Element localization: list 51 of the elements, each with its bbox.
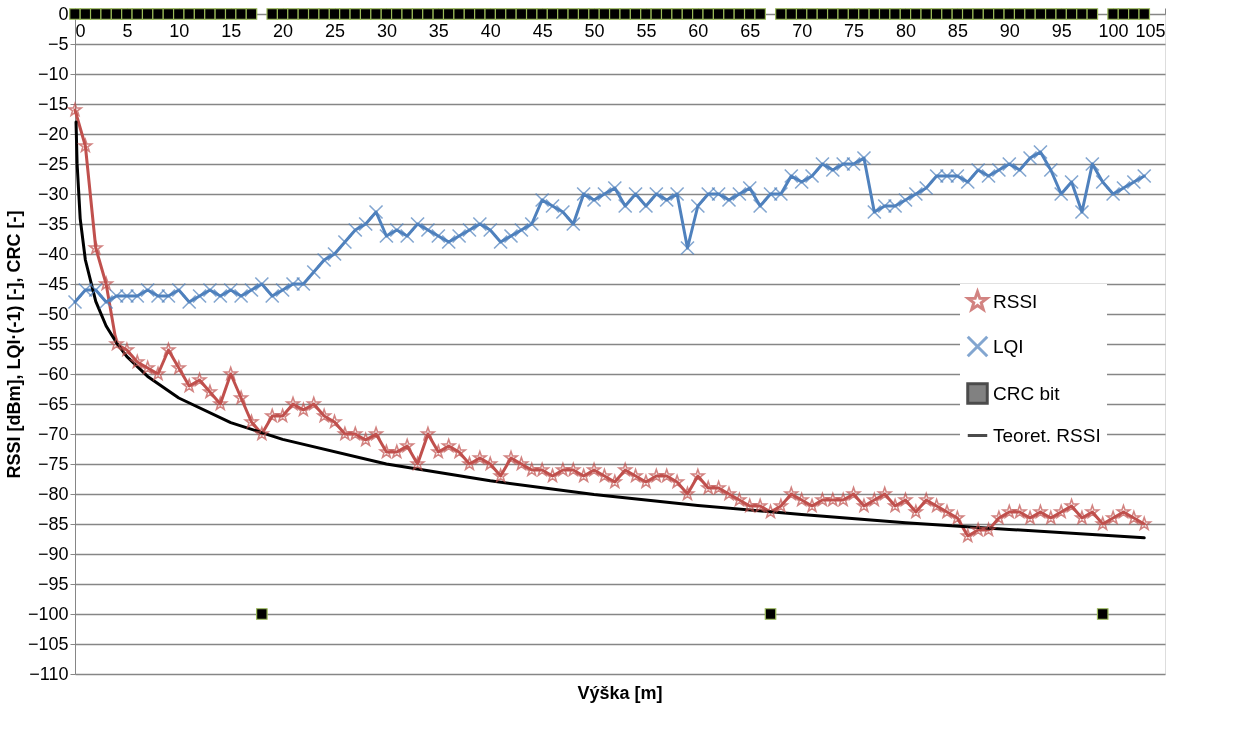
y-tick-label: −110 bbox=[29, 663, 69, 684]
y-tick-label: −90 bbox=[37, 543, 69, 564]
y-tick-label: −60 bbox=[37, 363, 69, 384]
legend-label: Teoret. RSSI bbox=[993, 424, 1101, 446]
legend-label: LQI bbox=[993, 335, 1024, 357]
x-tick-label: 95 bbox=[1051, 20, 1072, 41]
y-axis-title: RSSI [dBm], LQI·(-1) [-], CRC [-] bbox=[3, 210, 24, 479]
x-tick-label: 60 bbox=[688, 20, 709, 41]
y-tick-label: −100 bbox=[27, 603, 69, 624]
x-tick-label: 30 bbox=[376, 20, 397, 41]
x-tick-label: 75 bbox=[844, 20, 865, 41]
x-tick-label: 90 bbox=[999, 20, 1020, 41]
x-tick-label: 15 bbox=[221, 20, 242, 41]
x-tick-label: 85 bbox=[947, 20, 968, 41]
x-tick-label: 25 bbox=[325, 20, 346, 41]
x-tick-label: 10 bbox=[169, 20, 190, 41]
y-tick-label: −15 bbox=[37, 93, 69, 114]
y-tick-label: −95 bbox=[37, 573, 69, 594]
x-tick-label: 70 bbox=[792, 20, 813, 41]
x-tick-label: 5 bbox=[122, 20, 133, 41]
legend-label: CRC bit bbox=[993, 382, 1061, 404]
x-tick-label: 35 bbox=[428, 20, 449, 41]
y-tick-label: −25 bbox=[37, 153, 69, 174]
x-tick-label: 45 bbox=[532, 20, 553, 41]
x-tick-label: 40 bbox=[480, 20, 501, 41]
y-tick-label: 0 bbox=[58, 3, 69, 24]
y-tick-label: −35 bbox=[37, 213, 69, 234]
y-tick-label: −45 bbox=[37, 273, 69, 294]
x-tick-label: 20 bbox=[273, 20, 294, 41]
x-tick-label: 65 bbox=[740, 20, 761, 41]
y-tick-label: −85 bbox=[37, 513, 69, 534]
legend-label: RSSI bbox=[993, 290, 1038, 312]
y-tick-label: −75 bbox=[37, 453, 69, 474]
x-tick-label: 50 bbox=[584, 20, 605, 41]
y-tick-label: −70 bbox=[37, 423, 69, 444]
y-tick-label: −20 bbox=[37, 123, 69, 144]
x-axis-title: Výška [m] bbox=[577, 683, 663, 703]
y-tick-label: −30 bbox=[37, 183, 69, 204]
y-tick-label: −80 bbox=[37, 483, 69, 504]
x-tick-label: 80 bbox=[895, 20, 916, 41]
x-tick-label: 0 bbox=[75, 20, 86, 41]
y-tick-label: −55 bbox=[37, 333, 69, 354]
x-tick-label: 105 bbox=[1135, 20, 1166, 41]
y-tick-label: −40 bbox=[37, 243, 69, 264]
x-tick-label: 55 bbox=[636, 20, 657, 41]
y-tick-label: −10 bbox=[37, 63, 69, 84]
y-tick-label: −5 bbox=[47, 33, 69, 54]
y-tick-label: −65 bbox=[37, 393, 69, 414]
y-tick-label: −50 bbox=[37, 303, 69, 324]
y-tick-label: −105 bbox=[27, 633, 69, 654]
x-tick-label: 100 bbox=[1098, 20, 1129, 41]
